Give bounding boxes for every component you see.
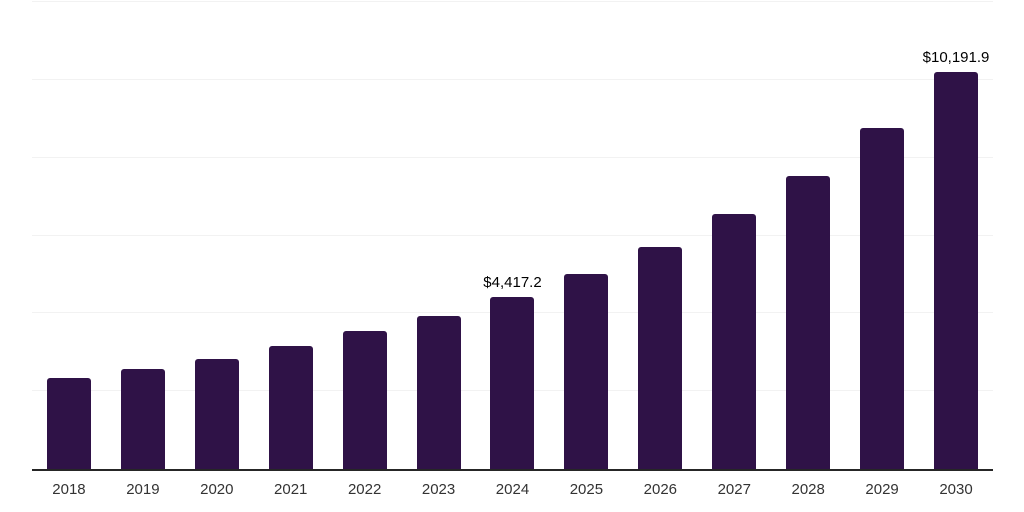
gridline	[32, 1, 993, 2]
bar-2022	[342, 331, 387, 469]
x-tick-label: 2030	[939, 481, 973, 498]
bar-column	[106, 2, 180, 469]
bar-column	[32, 2, 106, 469]
gridline	[32, 78, 993, 80]
bar-column	[180, 2, 254, 469]
bar-2025	[564, 274, 609, 469]
bar-column	[623, 2, 697, 469]
x-tick-label: 2025	[569, 481, 604, 498]
bar-column	[697, 2, 771, 469]
x-tick-label: 2020	[200, 481, 234, 498]
x-axis-labels: 2018 2019 2020 2021 2022 2023 2024 2025 2026 2027…	[32, 481, 993, 498]
x-tick-label: 2028	[791, 481, 825, 498]
x-tick-label: 2026	[643, 481, 678, 498]
bar-2023	[416, 315, 461, 469]
plot-area: $4,417.2 $10,191.9	[32, 1, 993, 471]
x-tick-label: 2018	[52, 481, 86, 498]
gridline	[32, 156, 993, 158]
bar-2020	[194, 359, 239, 469]
bar-column	[549, 2, 623, 469]
bars: $4,417.2 $10,191.9	[32, 2, 993, 469]
x-tick-label: 2021	[274, 481, 308, 498]
bar-2018	[46, 377, 91, 469]
bar-column: $10,191.9	[919, 2, 993, 469]
bar-column	[771, 2, 845, 469]
x-tick-label: 2027	[717, 481, 751, 498]
bar-column	[328, 2, 402, 469]
bar-2026	[638, 246, 683, 469]
bar-value-label: $4,417.2	[483, 274, 542, 292]
gridline	[32, 234, 993, 236]
bar-column	[845, 2, 919, 469]
bar-2028	[786, 175, 831, 469]
bar-column	[254, 2, 328, 469]
x-tick-label: 2023	[421, 481, 456, 498]
x-tick-label: 2024	[495, 481, 530, 498]
x-tick-label: 2022	[347, 481, 382, 498]
bar-2029	[860, 127, 905, 469]
bar-2021	[268, 345, 313, 469]
bar-2024	[490, 297, 535, 469]
bar-column: $4,417.2	[476, 2, 550, 469]
bar-2030	[934, 72, 979, 469]
x-tick-label: 2029	[865, 481, 899, 498]
bar-column	[402, 2, 476, 469]
bar-2027	[712, 213, 757, 469]
bar-value-label: $10,191.9	[922, 49, 990, 67]
x-tick-label: 2019	[126, 481, 160, 498]
bar-2019	[120, 368, 165, 469]
